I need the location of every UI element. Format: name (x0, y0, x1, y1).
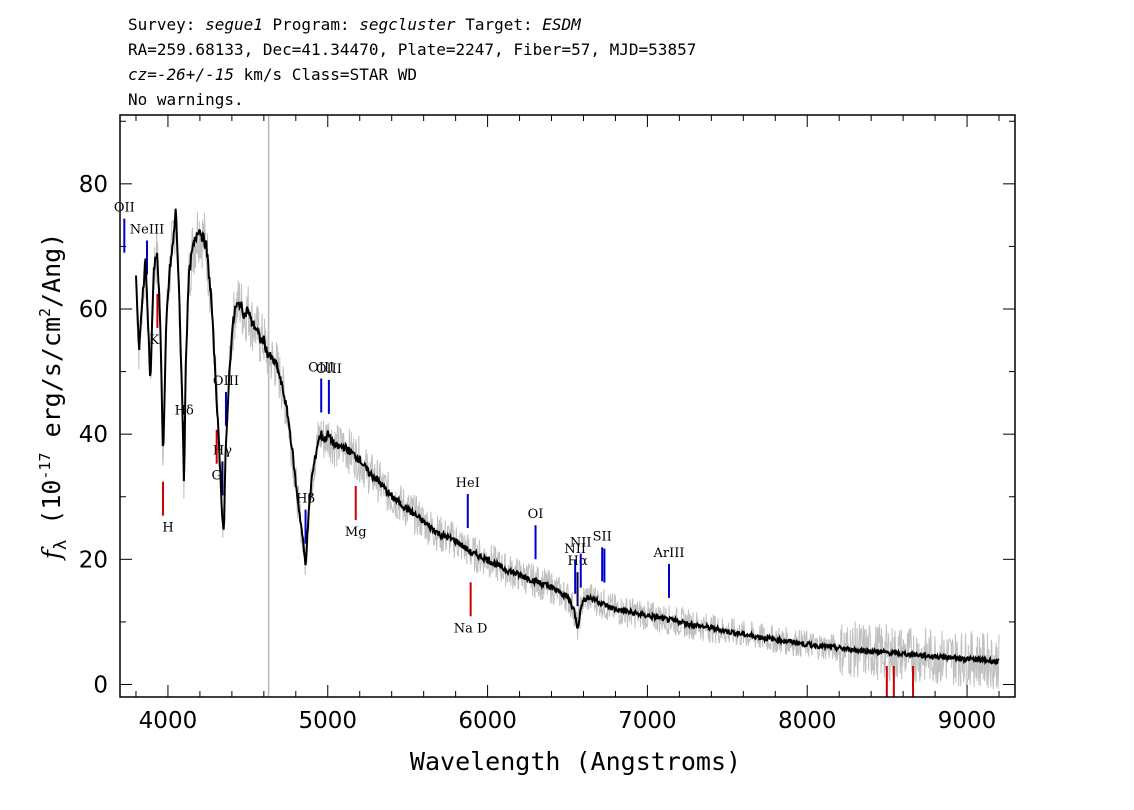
x-tick-label: 8000 (778, 708, 837, 734)
noise-layer (135, 211, 1000, 690)
emission-line-label: NII (570, 536, 592, 551)
program-label: Program: (272, 15, 350, 34)
survey-label: Survey: (128, 15, 196, 34)
header-line-1: Survey: segue1 Program: segcluster Targe… (128, 12, 696, 37)
emission-line-label: HeI (456, 476, 480, 491)
y-tick-label: 80 (79, 172, 108, 198)
smoothed-spectrum-line (135, 208, 1000, 666)
emission-line-label: OIII (213, 374, 239, 389)
emission-line-label: OI (528, 507, 544, 522)
emission-line-label: NII (564, 542, 586, 557)
y-tick-label: 0 (93, 672, 108, 698)
emission-line-label: ArIII (652, 546, 684, 561)
survey-value: segue1 (205, 15, 263, 34)
cz-class-text: km/s Class=STAR WD (233, 65, 417, 84)
x-tick-label: 7000 (618, 708, 677, 734)
raw-spectrum-noise (135, 211, 1000, 690)
plot-frame (119, 114, 1016, 698)
emission-line-label: Hγ (213, 443, 232, 458)
header-line-2: RA=259.68133, Dec=41.34470, Plate=2247, … (128, 40, 697, 59)
emission-line-label: Hα (568, 554, 588, 569)
emission-line-label: NeIII (130, 222, 164, 237)
x-axis-title: Wavelength (Angstroms) (410, 747, 741, 776)
y-tick-label: 60 (79, 297, 108, 323)
absorption-line-label: Mg (345, 525, 367, 540)
target-value: ESDM (542, 15, 581, 34)
y-tick-label: 40 (79, 422, 108, 448)
y-tick-label: 20 (79, 547, 108, 573)
x-tick-label: 4000 (139, 708, 198, 734)
y-axis-title: fλ (10-17 erg/s/cm2/Ang) (36, 233, 71, 562)
absorption-line-label: H (162, 521, 173, 536)
emission-line-label: OIII (316, 362, 342, 377)
emission-line-label: OII (114, 201, 135, 216)
cz-value: -26+/-15 (156, 65, 234, 84)
absorption-line-label: K (150, 333, 160, 348)
x-tick-label: 9000 (938, 708, 997, 734)
absorption-line-label: G (211, 469, 221, 484)
emission-line-label: SII (593, 529, 612, 544)
header-line-3: cz=-26+/-15 km/s Class=STAR WD (128, 62, 696, 87)
x-tick-label: 5000 (298, 708, 357, 734)
cz-label: cz= (128, 65, 157, 84)
series-layer (135, 208, 1000, 666)
axes-layer: 4000 5000 6000 7000 8000 9000 0 20 40 60 80 Wavelen… (36, 114, 1016, 776)
header-line-4: No warnings. (128, 90, 244, 109)
x-tick-label: 6000 (458, 708, 517, 734)
emission-line-label: OIII (308, 360, 334, 375)
absorption-line-label: Na D (454, 621, 488, 636)
target-label: Target: (465, 15, 533, 34)
spectrum-header: Survey: segue1 Program: segcluster Targe… (128, 12, 696, 112)
program-value: segcluster (359, 15, 456, 34)
